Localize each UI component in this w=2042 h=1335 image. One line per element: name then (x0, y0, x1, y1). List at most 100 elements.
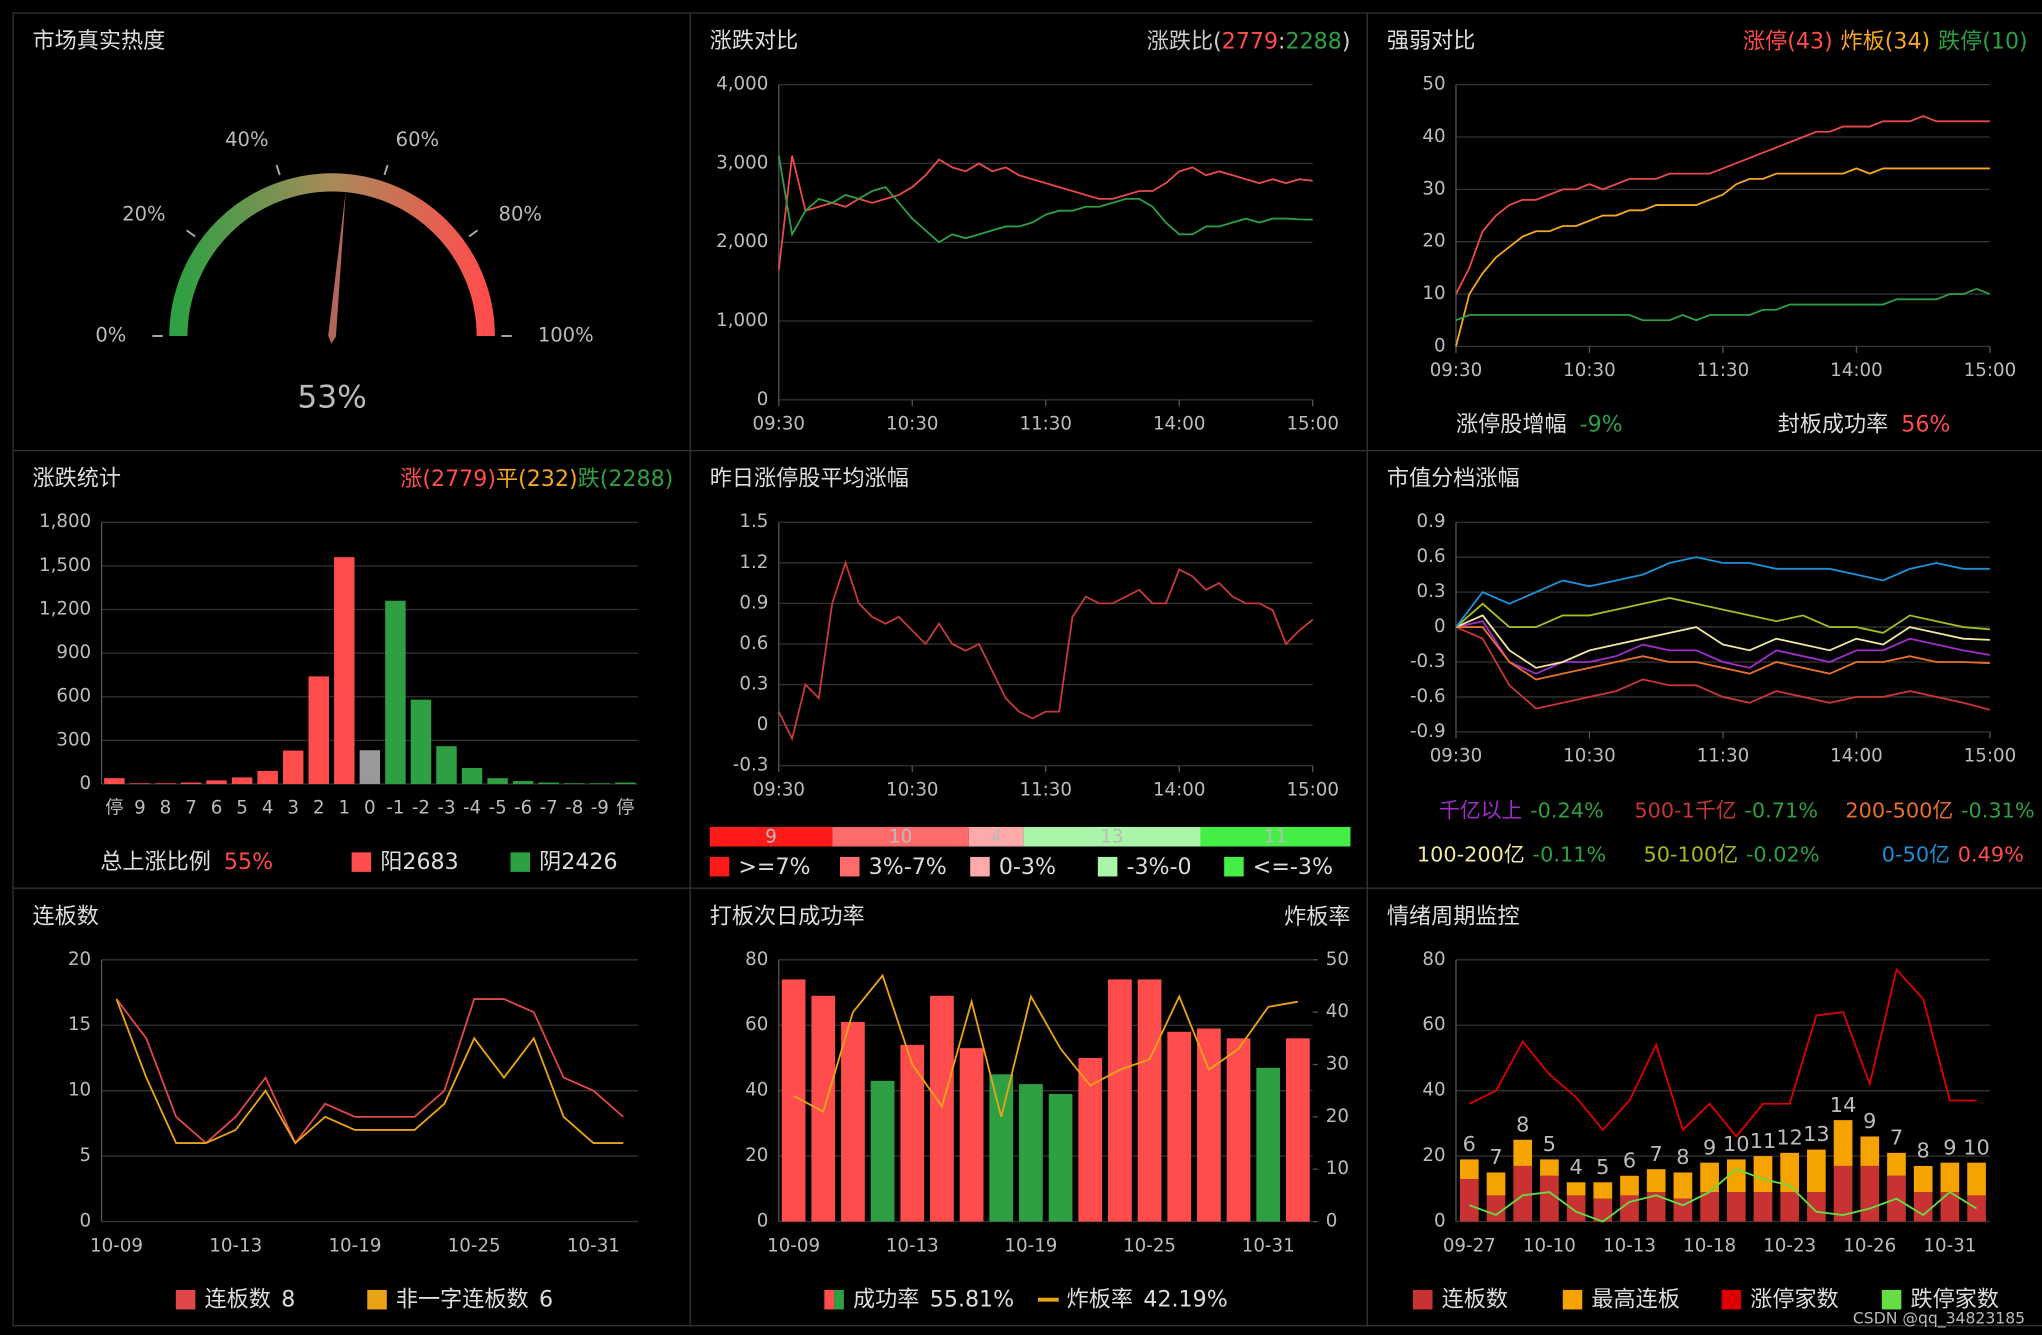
legend-swatch (824, 1289, 835, 1310)
x-tick-label: 10-26 (1843, 1235, 1896, 1256)
y-tick-label: 20 (1422, 1145, 1445, 1166)
bar (1753, 1192, 1773, 1222)
gauge-value: 53% (297, 380, 366, 416)
gauge-tick (275, 164, 281, 176)
distribution-segment (1200, 826, 1351, 847)
y-tick-label: 0.6 (1417, 546, 1446, 567)
distribution-segment (968, 826, 1024, 847)
y-tick-label: 0.3 (739, 674, 768, 695)
y-tick-label: 10 (68, 1080, 91, 1101)
legend-item: 跌停家数 (1910, 1286, 1998, 1312)
bar (1513, 1139, 1533, 1166)
bar (1566, 1195, 1586, 1222)
bar-label: 10 (1963, 1135, 1990, 1159)
y-tick-label: 80 (1422, 949, 1445, 970)
x-tick-label: 10-13 (886, 1235, 939, 1256)
bar (1540, 1175, 1559, 1222)
gauge-needle (328, 190, 346, 344)
line (1469, 1168, 1978, 1223)
y-tick-label: 0 (1434, 616, 1446, 637)
x-tick-label: 10:30 (886, 414, 939, 435)
gauge-tick-label: 60% (396, 128, 439, 151)
distribution-label: 13 (1100, 826, 1123, 847)
bar (1780, 1152, 1800, 1193)
bar (870, 1080, 895, 1222)
line (1455, 115, 1990, 295)
x-tick-label: 10-13 (1603, 1235, 1656, 1256)
distribution-segment (832, 826, 969, 847)
line (1455, 287, 1991, 322)
x-tick-label: 15:00 (1286, 414, 1339, 435)
bar (781, 979, 806, 1222)
bar-label: 13 (1803, 1122, 1830, 1146)
legend-swatch (1721, 1289, 1742, 1310)
bar (257, 770, 278, 784)
stat: 封板成功率 56% (1778, 411, 1951, 437)
legend-item: 50-100亿 -0.02% (1644, 843, 1820, 867)
legend-value: 0.49% (1958, 843, 2024, 867)
legend-name: 成功率 (853, 1286, 919, 1312)
x-tick-label: 09:30 (1430, 360, 1483, 381)
legend-item: 阴2426 (539, 849, 617, 875)
x-tick-label: -4 (463, 798, 481, 819)
bar (308, 676, 329, 784)
legend-value: 6 (539, 1286, 553, 1312)
bar-label: 7 (1650, 1142, 1663, 1166)
gauge-tick (186, 229, 196, 238)
x-tick-label: 5 (236, 798, 248, 819)
gauge-tick-label: 40% (225, 128, 268, 151)
stat: 总上涨比例 55% (100, 849, 273, 875)
header-part: 平(232) (496, 466, 578, 492)
x-tick-label: -9 (591, 798, 609, 819)
bar (589, 783, 611, 784)
stat-value: 55% (224, 849, 273, 875)
bar-label: 8 (1917, 1139, 1930, 1163)
legend-name: 千亿以上 (1439, 798, 1522, 822)
bar (1726, 1192, 1746, 1222)
bar-label: 6 (1463, 1132, 1476, 1156)
x-tick-label: 停 (616, 798, 634, 819)
y-tick-label: -0.3 (733, 755, 769, 776)
x-tick-label: 10-31 (1923, 1235, 1976, 1256)
x-tick-label: 10-09 (767, 1235, 820, 1256)
legend-item: 200-500亿 -0.31% (1845, 798, 2034, 822)
y-tick-label: 0 (757, 1211, 769, 1232)
legend-swatch (834, 1289, 844, 1310)
legend-swatch (351, 852, 372, 872)
bar (155, 783, 176, 784)
watermark: CSDN @qq_34823185 (1853, 1310, 2025, 1329)
legend-swatch (1097, 856, 1118, 877)
gauge-tick (468, 229, 479, 238)
y-tick-label: 50 (1422, 74, 1445, 95)
bar (1593, 1182, 1613, 1199)
line (1468, 967, 1977, 1138)
legend-swatch (510, 852, 531, 872)
bar (900, 1044, 925, 1222)
x-tick-label: 10-10 (1523, 1235, 1576, 1256)
panel-title: 打板次日成功率 (710, 903, 865, 929)
y-tick-label: 0 (1434, 1211, 1446, 1232)
legend-item: 连板数 8 (204, 1286, 295, 1312)
y-tick-label: 300 (56, 729, 91, 750)
line (1455, 614, 1990, 669)
y-tick-label: -0.6 (1410, 686, 1446, 707)
bar (104, 778, 125, 784)
legend-item: 3%-7% (869, 854, 947, 880)
x-tick-label: 10-19 (328, 1235, 381, 1256)
bar (1940, 1162, 1960, 1193)
bar (206, 780, 227, 784)
y-tick-label: -0.9 (1410, 721, 1446, 742)
x-tick-label: 15:00 (1964, 360, 2017, 381)
bar-label: 7 (1489, 1145, 1502, 1169)
panel (12, 887, 691, 1327)
bar (1780, 1192, 1800, 1222)
bar (1887, 1152, 1906, 1176)
line (1455, 556, 1990, 628)
legend-swatch (367, 1289, 387, 1310)
x-tick-label: 10-31 (567, 1235, 620, 1256)
y-tick-label: 3,000 (716, 152, 768, 173)
bar-label: 11 (1750, 1129, 1777, 1153)
legend-value: 42.19% (1143, 1286, 1227, 1312)
x-tick-label: 10-09 (90, 1235, 143, 1256)
